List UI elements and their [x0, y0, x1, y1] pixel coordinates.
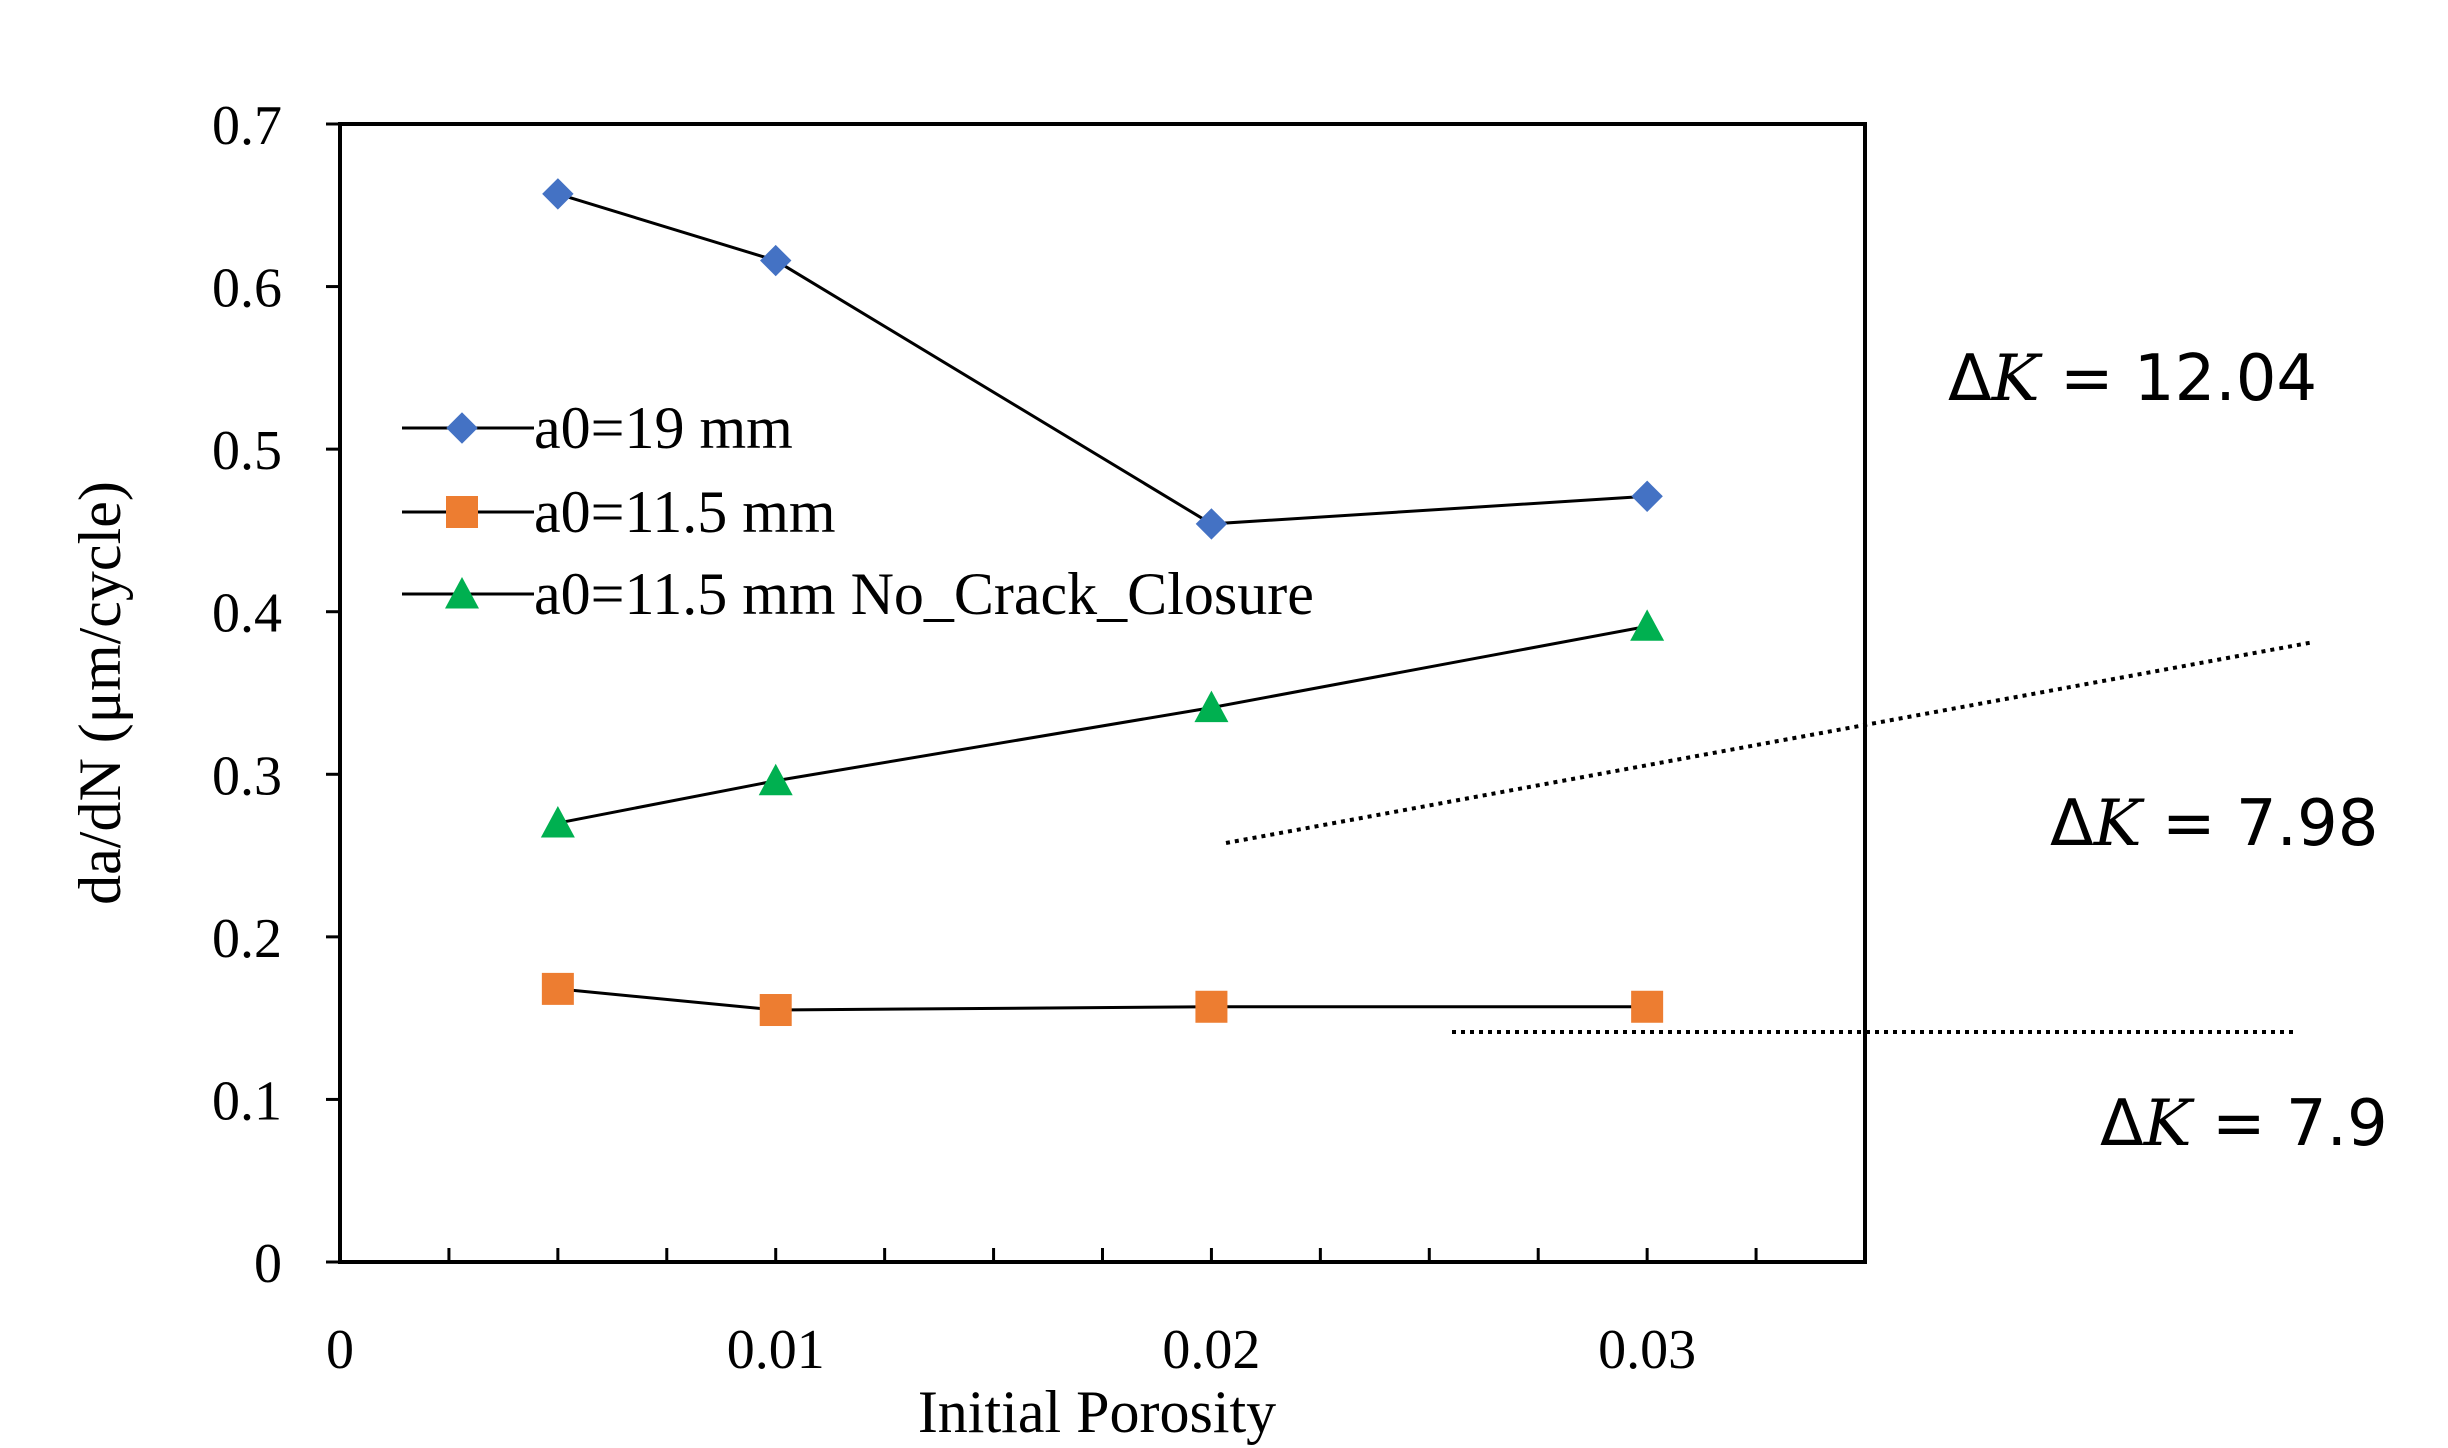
- series-1-point: [1631, 480, 1663, 512]
- series-1-point: [542, 178, 574, 210]
- x-tick-label: 0: [326, 1319, 354, 1381]
- y-axis-title: da/dN (μm/cycle): [67, 481, 133, 905]
- y-tick-label: 0.5: [212, 420, 282, 482]
- x-tick-label: 0.02: [1162, 1319, 1260, 1381]
- legend-marker: [445, 577, 479, 609]
- x-tick-label: 0.01: [727, 1319, 825, 1381]
- series-line-1: [557, 192, 1648, 526]
- series-2-point: [541, 972, 574, 1005]
- x-axis-title: Initial Porosity: [918, 1379, 1276, 1445]
- y-tick-label: 0.2: [212, 908, 282, 970]
- delta-k-annotation: ΔK = 7.9: [2100, 1087, 2388, 1161]
- series-line-2: [557, 987, 1648, 1012]
- legend-marker: [446, 496, 478, 528]
- y-tick-label: 0.7: [212, 95, 282, 157]
- series-1-point: [760, 244, 792, 277]
- series-2-point: [759, 994, 792, 1027]
- legend-label: a0=11.5 mm: [534, 479, 836, 545]
- series-1-point: [1195, 508, 1228, 540]
- series-3-point: [540, 806, 575, 838]
- series-line-3: [557, 624, 1648, 825]
- y-tick-label: 0: [254, 1233, 282, 1295]
- series-3-point: [1630, 609, 1665, 641]
- delta-k-annotation: ΔK = 12.04: [1948, 342, 2317, 416]
- legend-label: a0=11.5 mm No_Crack_Closure: [534, 561, 1314, 627]
- series-2-point: [1631, 990, 1664, 1023]
- series-3-point: [758, 763, 793, 796]
- y-tick-label: 0.6: [212, 258, 282, 320]
- delta-k-annotation: ΔK = 7.98: [2050, 787, 2378, 861]
- plot-frame: [338, 122, 1867, 1264]
- legend-label: a0=19 mm: [534, 395, 793, 461]
- y-tick-label: 0.3: [212, 745, 282, 807]
- y-tick-label: 0.4: [212, 583, 282, 645]
- y-tick-label: 0.1: [212, 1070, 282, 1132]
- legend-marker: [446, 412, 478, 444]
- x-tick-label: 0.03: [1598, 1319, 1696, 1381]
- series-2-point: [1195, 990, 1228, 1023]
- series-3-point: [1194, 690, 1229, 723]
